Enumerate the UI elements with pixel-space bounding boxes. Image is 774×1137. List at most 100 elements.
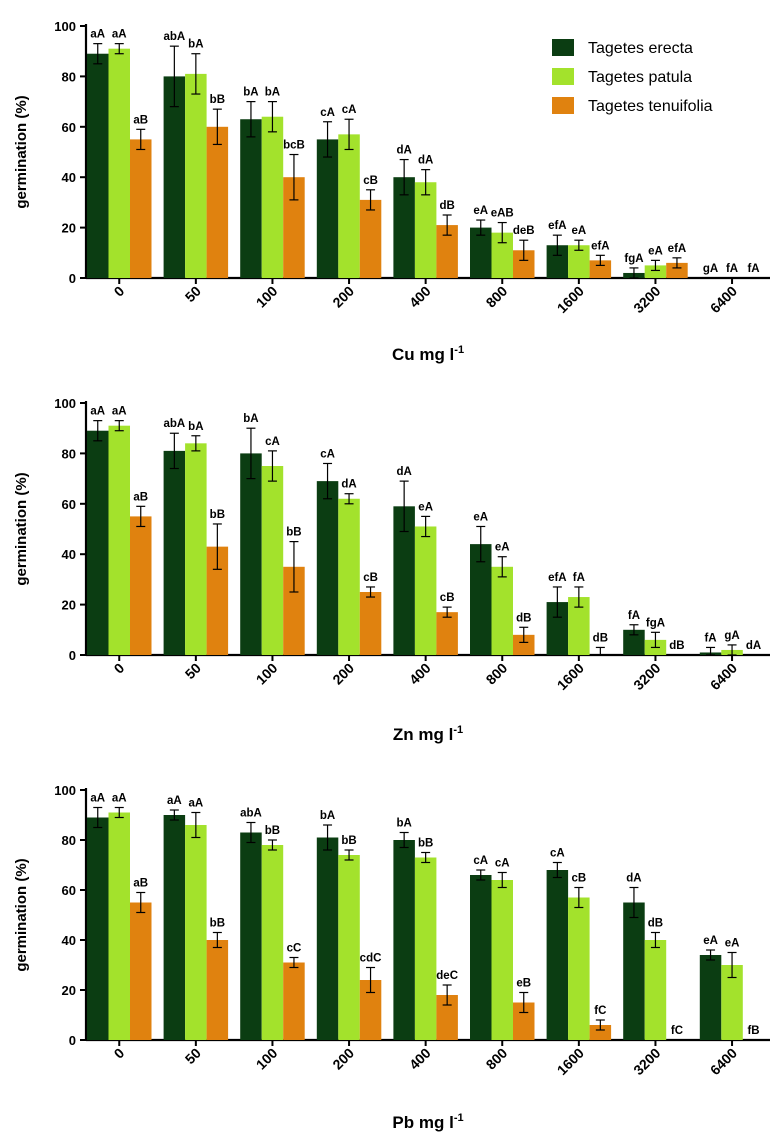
bar [623, 629, 645, 655]
bar [644, 265, 667, 278]
x-category-label: 3200 [630, 283, 663, 316]
bar [589, 260, 612, 278]
bar [393, 840, 415, 1040]
x-axis-label: Pb mg l-1 [392, 1112, 463, 1132]
bar [546, 870, 569, 1040]
bar [513, 1002, 535, 1040]
significance-letter: bA [188, 39, 203, 51]
bar [240, 453, 262, 655]
significance-letter: eA [418, 501, 433, 513]
bar [436, 612, 458, 655]
significance-letter: cA [495, 858, 510, 870]
x-category-label: 1600 [554, 660, 587, 693]
legend-label: Tagetes patula [588, 69, 692, 86]
significance-letter: dB [516, 612, 531, 624]
significance-letter: gA [724, 630, 739, 642]
x-category-label: 6400 [707, 283, 740, 316]
significance-letter: fA [628, 610, 640, 622]
significance-letter: bB [210, 94, 225, 106]
significance-letter: cB [363, 175, 378, 187]
bar [491, 880, 513, 1040]
x-category-label: 800 [483, 1045, 511, 1073]
bar [338, 498, 360, 655]
significance-letter: dB [648, 918, 663, 930]
bar [359, 980, 382, 1040]
bar [513, 250, 535, 278]
bar [414, 182, 437, 278]
x-category-label: 0 [111, 660, 128, 677]
significance-letter: efA [548, 572, 567, 584]
x-category-label: 50 [182, 283, 204, 305]
legend: Tagetes erecta Tagetes patula Tagetes tenu… [552, 39, 713, 115]
legend-swatch [552, 68, 574, 85]
y-tick-label: 40 [62, 933, 76, 948]
significance-letter: eA [571, 225, 586, 237]
significance-letter: aA [112, 29, 127, 41]
significance-letter: cA [320, 107, 335, 119]
bar [359, 199, 382, 278]
significance-letter: fA [747, 263, 759, 275]
significance-letter: fgA [624, 253, 643, 265]
significance-letter: fB [747, 1025, 759, 1037]
bar [185, 825, 207, 1040]
y-tick-label: 100 [54, 783, 76, 798]
bar [240, 119, 262, 279]
bar [721, 965, 743, 1040]
x-category-label: 200 [329, 1045, 357, 1073]
significance-letter: eA [473, 205, 488, 217]
significance-letter: aB [133, 878, 148, 890]
significance-letter: efA [668, 243, 687, 255]
bar [568, 597, 590, 655]
x-category-label: 200 [329, 660, 357, 688]
significance-letter: bcB [283, 140, 305, 152]
bar [185, 443, 207, 655]
x-category-label: 100 [253, 660, 281, 688]
significance-letter: bA [396, 818, 411, 830]
y-tick-label: 0 [69, 648, 76, 663]
significance-letter: cB [440, 592, 455, 604]
significance-letter: bB [210, 918, 225, 930]
x-category-label: 400 [406, 1045, 434, 1073]
y-tick-label: 40 [62, 547, 76, 562]
bar [130, 139, 152, 278]
significance-letter: aA [188, 798, 203, 810]
y-tick-label: 20 [62, 983, 76, 998]
significance-letter: bA [320, 810, 335, 822]
bar [568, 245, 590, 278]
bar [546, 602, 569, 655]
x-category-label: 6400 [707, 660, 740, 693]
significance-letter: eAB [491, 208, 514, 220]
y-tick-label: 60 [62, 120, 76, 135]
significance-letter: aB [133, 114, 148, 126]
significance-letter: dA [626, 873, 641, 885]
x-category-label: 50 [182, 660, 204, 682]
x-category-label: 3200 [630, 1045, 663, 1078]
significance-letter: bA [265, 87, 280, 99]
y-tick-label: 100 [54, 19, 76, 34]
significance-letter: eA [703, 935, 718, 947]
significance-letter: cdC [360, 953, 382, 965]
y-tick-label: 100 [54, 396, 76, 411]
significance-letter: bA [188, 421, 203, 433]
bar [359, 592, 382, 655]
bar [338, 134, 360, 278]
legend-swatch [552, 39, 574, 56]
y-axis-label: germination (%) [13, 95, 30, 208]
significance-letter: eA [495, 542, 510, 554]
significance-letter: eA [648, 245, 663, 257]
bar [108, 812, 130, 1040]
bar [163, 815, 186, 1040]
significance-letter: abA [163, 418, 185, 430]
significance-letter: deC [436, 970, 458, 982]
bar [108, 425, 130, 655]
significance-letter: fgA [646, 617, 665, 629]
y-tick-label: 40 [62, 170, 76, 185]
significance-letter: dA [418, 155, 433, 167]
significance-letter: bA [243, 413, 258, 425]
significance-letter: aA [167, 795, 182, 807]
significance-letter: bB [341, 835, 356, 847]
legend-label: Tagetes tenuifolia [588, 98, 713, 115]
x-category-label: 1600 [554, 283, 587, 316]
x-category-label: 6400 [707, 1045, 740, 1078]
